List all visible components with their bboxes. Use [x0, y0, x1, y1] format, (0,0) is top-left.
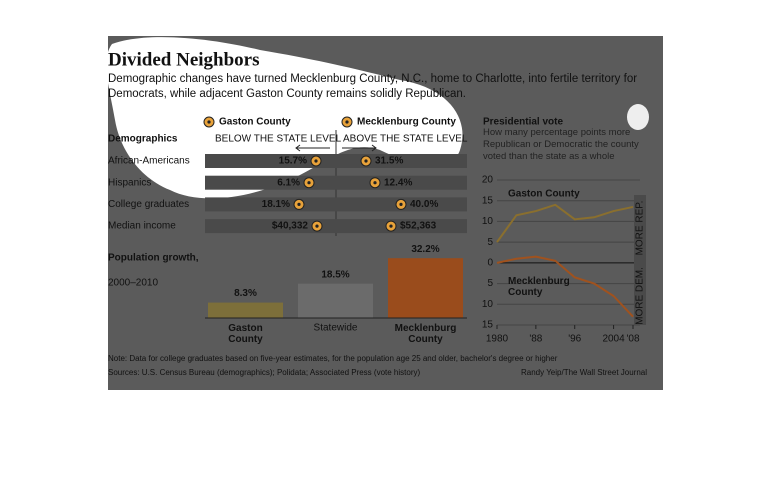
x-tick-label: '08 [626, 334, 639, 345]
bar [298, 283, 373, 318]
series-line [496, 203, 634, 243]
y-tick-label: 10 [482, 216, 494, 227]
y-tick-label: 5 [487, 278, 493, 289]
bar-value: 32.2% [411, 244, 439, 255]
y-tick-label: 20 [482, 175, 494, 186]
direction-band [634, 195, 646, 325]
highlight [627, 104, 649, 130]
line-subtitle: How many percentage points more Republic… [483, 127, 639, 162]
mecklenburg-value: 31.5% [375, 156, 403, 167]
marker-core [297, 202, 301, 206]
credit: Randy Yeip/The Wall Street Journal [521, 368, 647, 377]
note: Note: Data for college graduates based o… [108, 354, 558, 363]
row-band [205, 175, 467, 190]
marker-core [373, 181, 377, 185]
gaston-value: $40,332 [272, 221, 309, 232]
annotation: MORE REP. [635, 201, 646, 256]
x-tick-label: '96 [568, 334, 581, 345]
y-tick-label: 5 [487, 237, 493, 248]
row-label: Median income [108, 221, 176, 232]
subtitle: Demographic changes have turned Mecklenb… [108, 73, 638, 100]
x-tick-label: 1980 [486, 334, 509, 345]
series-label: Gaston County [508, 189, 580, 200]
marker-core [399, 202, 403, 206]
bar [388, 258, 463, 318]
mecklenburg-value: $52,363 [400, 221, 437, 232]
x-tick-label: '88 [529, 334, 542, 345]
line-subtitle-box: How many percentage points more Republic… [483, 127, 639, 162]
row-label: African-Americans [108, 156, 190, 167]
bar-title: Population growth, [108, 253, 199, 264]
mecklenburg-value: 12.4% [384, 177, 412, 188]
gaston-value: 15.7% [279, 156, 307, 167]
gaston-value: 6.1% [277, 177, 300, 188]
subtitle-box: Demographic changes have turned Mecklenb… [108, 73, 638, 100]
row-band [205, 154, 467, 168]
column-note: BELOW THE STATE LEVEL [215, 134, 342, 145]
gaston-value: 18.1% [262, 199, 290, 210]
x-tick-label: 2004 [602, 334, 625, 345]
series-line [496, 255, 634, 318]
row-header: Demographics [108, 134, 178, 145]
y-tick-label: 15 [482, 320, 494, 331]
series-label: Mecklenburg County [508, 276, 570, 298]
y-tick-label: 15 [482, 195, 494, 206]
mecklenburg-value: 40.0% [410, 199, 438, 210]
y-tick-label: 0 [487, 257, 493, 268]
y-tick-label: 10 [482, 299, 494, 310]
line-title: Presidential vote [483, 117, 563, 128]
marker-core [389, 224, 393, 228]
column-note: ABOVE THE STATE LEVEL [343, 134, 468, 145]
title: Divided Neighbors [108, 49, 260, 70]
legend-label: Mecklenburg County [357, 117, 456, 128]
legend-label: Gaston County [219, 117, 291, 128]
marker-core [307, 181, 311, 185]
highlight [106, 37, 463, 199]
bar [208, 302, 283, 318]
bar-subtitle: 2000–2010 [108, 278, 158, 289]
sources: Sources: U.S. Census Bureau (demographic… [108, 368, 420, 377]
x-tick-label: Statewide [314, 323, 358, 334]
x-tick-label: Gaston County [228, 323, 263, 345]
x-tick-label: Mecklenburg County [395, 323, 457, 345]
bar-value: 8.3% [234, 288, 257, 299]
row-band [205, 219, 467, 234]
marker-core [207, 120, 211, 124]
row-label: College graduates [108, 199, 189, 210]
marker-core [345, 120, 349, 124]
annotation: MORE DEM. [635, 267, 646, 325]
marker-core [315, 224, 319, 228]
bar-value: 18.5% [321, 269, 349, 280]
arrow [295, 144, 377, 152]
marker-core [314, 159, 318, 163]
marker-core [364, 159, 368, 163]
row-label: Hispanics [108, 177, 151, 188]
